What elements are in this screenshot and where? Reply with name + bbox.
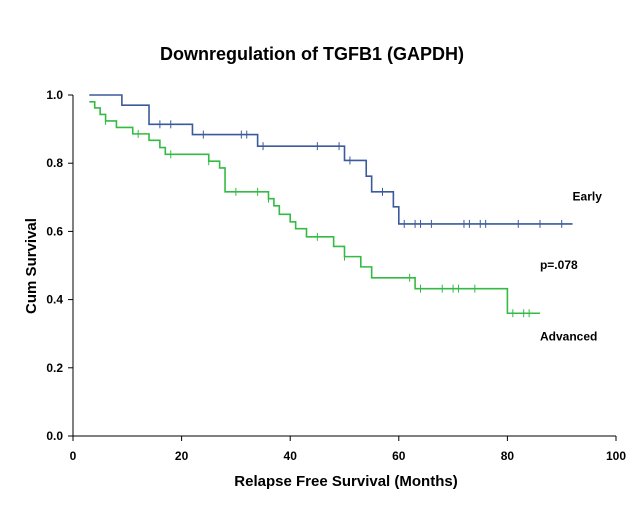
annotation-label: p=.078 bbox=[540, 258, 578, 272]
x-tick-label: 60 bbox=[392, 449, 406, 463]
survival-curve-early bbox=[89, 94, 573, 225]
annotations: Early p=.078 Advanced bbox=[540, 190, 602, 344]
y-tick-label: 0.6 bbox=[46, 224, 63, 238]
x-axis-label: Relapse Free Survival (Months) bbox=[234, 473, 457, 490]
x-tick-label: 100 bbox=[606, 449, 626, 463]
x-tick-label: 0 bbox=[70, 449, 77, 463]
survival-curve-advanced bbox=[89, 101, 540, 315]
chart-title: Downregulation of TGFB1 (GAPDH) bbox=[160, 44, 464, 64]
x-tick-label: 40 bbox=[284, 449, 298, 463]
series-early bbox=[89, 94, 573, 228]
y-tick-label: 0.8 bbox=[46, 156, 63, 170]
y-axis-label: Cum Survival bbox=[23, 218, 40, 314]
series-advanced bbox=[89, 101, 540, 318]
x-tick-label: 20 bbox=[175, 449, 189, 463]
y-tick-label: 0.4 bbox=[46, 293, 63, 307]
y-tick-label: 1.0 bbox=[46, 88, 63, 102]
x-tick-label: 80 bbox=[501, 449, 515, 463]
y-tick-label: 0.2 bbox=[46, 361, 63, 375]
annotation-label: Advanced bbox=[540, 330, 597, 344]
y-tick-label: 0.0 bbox=[46, 429, 63, 443]
annotation-label: Early bbox=[573, 190, 603, 204]
axes: 0 20 40 60 80 100 0.0 0.2 0.4 0.6 0.8 1.0 bbox=[46, 88, 626, 463]
survival-curves bbox=[89, 94, 573, 318]
